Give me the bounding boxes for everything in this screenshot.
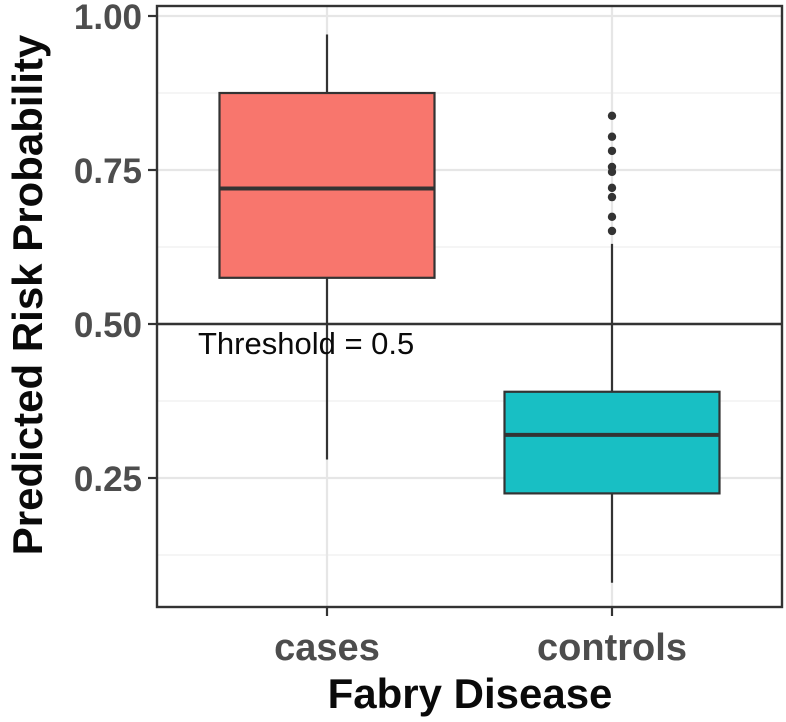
controls-outlier-point [607, 132, 617, 141]
controls-outlier-point [607, 146, 617, 156]
controls-outlier-point [607, 192, 617, 202]
y-tick-label: 0.25 [74, 460, 142, 499]
x-axis-title: Fabry Disease [328, 670, 613, 717]
plot-panel: 1.00 0.75 0.50 0.25 cases controls [74, 0, 784, 669]
x-tick-label-cases: cases [274, 627, 380, 669]
controls-outlier-point [607, 212, 617, 222]
x-tick-label-controls: controls [537, 627, 687, 669]
panel-border [155, 4, 784, 609]
y-tick-label: 1.00 [74, 0, 142, 37]
y-axis-title: Predicted Risk Probability [4, 34, 51, 555]
threshold-annotation-label: Threshold = 0.5 [198, 326, 414, 361]
controls-outlier-point [607, 226, 617, 236]
controls-outlier-point [607, 111, 617, 120]
controls-outlier-point [607, 183, 617, 193]
controls-outlier-point [607, 167, 617, 177]
controls-box [503, 390, 721, 495]
y-tick-label: 0.75 [74, 152, 142, 191]
cases-box [218, 91, 436, 279]
y-tick-label: 0.50 [74, 306, 142, 345]
